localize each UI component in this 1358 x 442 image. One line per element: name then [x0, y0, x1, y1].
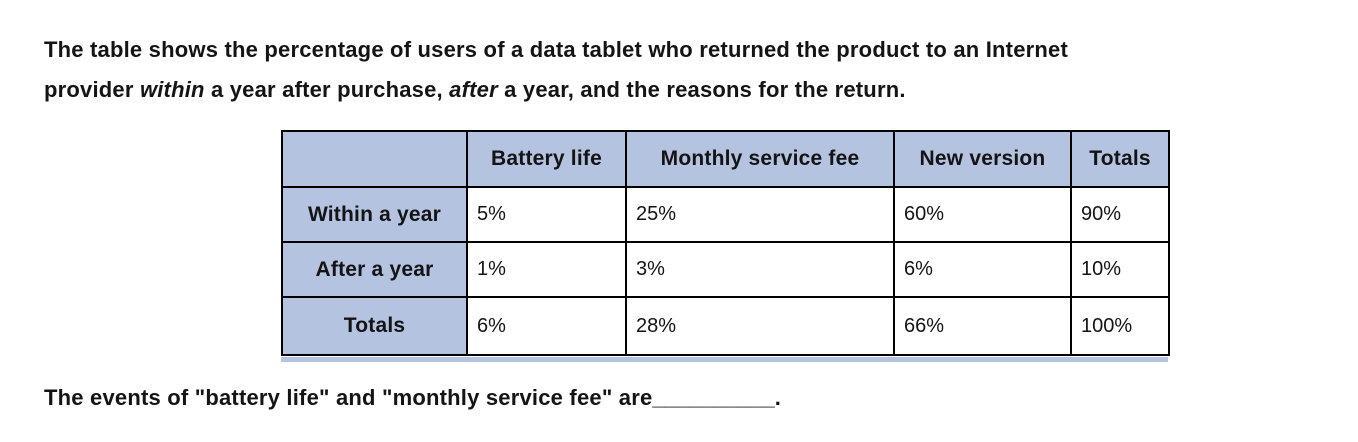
answer-blank: __________ — [652, 385, 775, 410]
data-cell: 6% — [893, 241, 1072, 298]
intro-line-2-post: a year, and the reasons for the return. — [497, 77, 906, 102]
question-period: . — [774, 385, 782, 410]
column-header-new-version: New version — [893, 130, 1072, 188]
word-within-italic: within — [139, 77, 205, 102]
word-after-italic: after — [449, 77, 498, 102]
data-cell: 10% — [1070, 241, 1170, 298]
column-header-totals: Totals — [1070, 130, 1170, 188]
intro-line-2-pre: provider — [44, 77, 140, 102]
data-cell: 5% — [466, 186, 627, 243]
table-bottom-accent-bar — [281, 357, 1168, 362]
returns-percentage-table: Battery life Monthly service fee New ver… — [281, 130, 1170, 356]
data-cell: 6% — [466, 296, 627, 356]
data-cell: 25% — [625, 186, 895, 243]
intro-paragraph: The table shows the percentage of users … — [44, 30, 1344, 110]
table-row-totals: Totals 6% 28% 66% 100% — [281, 296, 1170, 356]
data-cell: 3% — [625, 241, 895, 298]
column-header-battery-life: Battery life — [466, 130, 627, 188]
column-header-monthly-service-fee: Monthly service fee — [625, 130, 895, 188]
intro-line-1: The table shows the percentage of users … — [44, 37, 1069, 62]
row-label-totals: Totals — [281, 296, 468, 356]
table-header-row: Battery life Monthly service fee New ver… — [281, 130, 1170, 188]
data-cell: 1% — [466, 241, 627, 298]
table-row-after-a-year: After a year 1% 3% 6% 10% — [281, 241, 1170, 298]
intro-line-2-mid: a year after purchase, — [204, 77, 450, 102]
column-header-empty — [281, 130, 468, 188]
data-cell: 28% — [625, 296, 895, 356]
row-label-after-a-year: After a year — [281, 241, 468, 298]
data-cell: 90% — [1070, 186, 1170, 243]
data-cell: 100% — [1070, 296, 1170, 356]
question-text: The events of "battery life" and "monthl… — [44, 385, 653, 410]
table-row-within-a-year: Within a year 5% 25% 60% 90% — [281, 186, 1170, 243]
question-sentence: The events of "battery life" and "monthl… — [44, 378, 1344, 418]
data-cell: 66% — [893, 296, 1072, 356]
intro-line-2: provider within a year after purchase, a… — [44, 70, 1344, 110]
data-cell: 60% — [893, 186, 1072, 243]
row-label-within-a-year: Within a year — [281, 186, 468, 243]
